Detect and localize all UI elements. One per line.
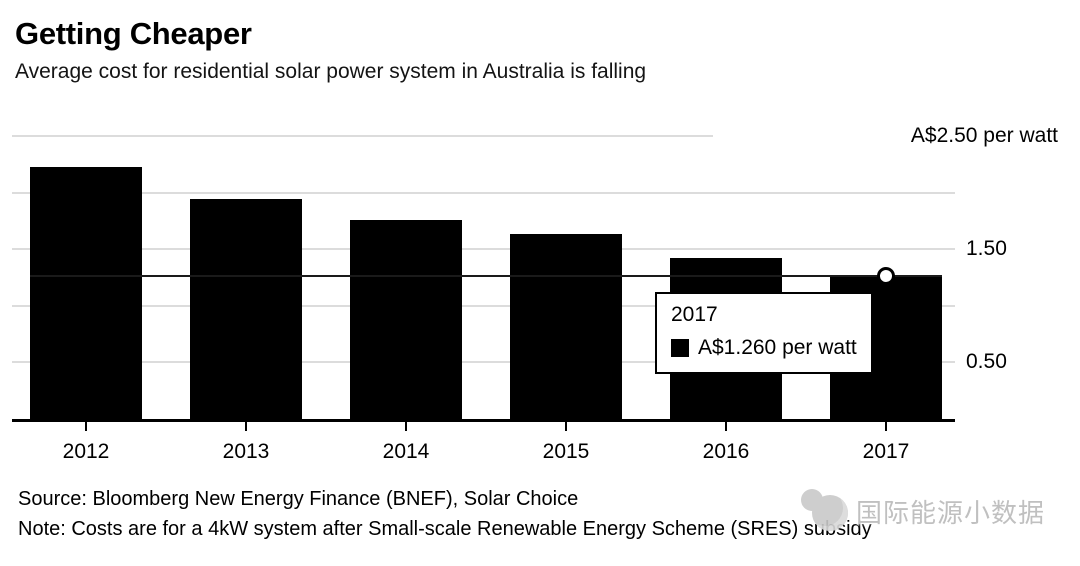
watermark-logo-icon — [798, 486, 852, 536]
hover-tooltip: 2017 A$1.260 per watt — [655, 292, 873, 374]
x-tick-2016 — [725, 422, 727, 431]
x-label-2017: 2017 — [862, 440, 910, 463]
x-label-2014: 2014 — [382, 440, 430, 463]
y-axis-label-2.5: A$2.50 per watt — [910, 124, 1058, 147]
tooltip-value-label: A$1.260 per watt — [698, 336, 857, 359]
gridline-2.5 — [12, 135, 713, 137]
highlight-marker-icon — [877, 267, 895, 286]
watermark-text: 国际能源小数据 — [856, 497, 1046, 528]
x-tick-2012 — [85, 422, 87, 431]
bar-2015[interactable] — [510, 234, 622, 421]
gridline-0.5 — [12, 361, 955, 364]
source-text: Source: Bloomberg New Energy Finance (BN… — [18, 488, 579, 510]
gridline-1 — [12, 304, 955, 307]
x-tick-2014 — [405, 422, 407, 431]
x-axis-line — [12, 419, 955, 422]
bar-2012[interactable] — [30, 166, 142, 421]
chart-subtitle: Average cost for residential solar power… — [15, 60, 647, 83]
series-swatch-icon — [671, 339, 689, 357]
tooltip-year-label: 2017 — [671, 303, 718, 326]
x-label-2013: 2013 — [222, 440, 270, 463]
bar-2014[interactable] — [350, 219, 462, 421]
y-axis-label-1.5: 1.50 — [966, 237, 1007, 261]
x-label-2016: 2016 — [702, 440, 750, 463]
y-axis-label-0.5: 0.50 — [966, 350, 1007, 374]
gridline-1.5 — [12, 248, 955, 251]
watermark: 国际能源小数据 — [798, 486, 1045, 536]
hover-value-line — [30, 275, 942, 278]
x-label-2015: 2015 — [542, 440, 590, 463]
x-label-2012: 2012 — [62, 440, 110, 463]
x-tick-2013 — [245, 422, 247, 431]
gridline-2 — [12, 191, 955, 194]
bar-2013[interactable] — [190, 199, 302, 421]
note-text: Note: Costs are for a 4kW system after S… — [18, 518, 872, 540]
x-tick-2017 — [885, 422, 887, 431]
tooltip-value-row: A$1.260 per watt — [671, 336, 857, 360]
page-title: Getting Cheaper — [15, 16, 252, 51]
x-tick-2015 — [565, 422, 567, 431]
